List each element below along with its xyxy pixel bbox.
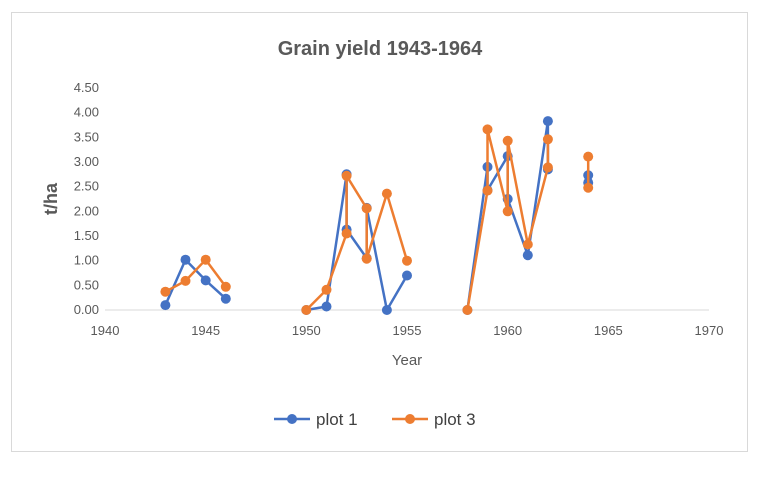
data-point [180,275,191,286]
data-point [502,206,513,217]
data-point [321,301,332,312]
y-tick-label: 2.50 [74,179,99,194]
data-point [462,305,473,315]
legend-marker [287,414,297,424]
data-point [160,286,171,297]
x-tick-label: 1940 [91,323,120,338]
data-point [482,185,493,196]
x-tick-label: 1945 [191,323,220,338]
data-point [321,284,332,295]
data-point [583,182,594,193]
series-line [164,258,227,293]
y-tick-label: 3.50 [74,129,99,144]
data-point [522,250,533,261]
y-tick-label: 3.00 [74,154,99,169]
data-point [402,255,412,266]
data-point [522,239,533,250]
chart-title: Grain yield 1943-1964 [278,38,483,60]
legend-label: plot 3 [434,410,476,429]
data-point [542,116,553,127]
data-point [402,270,412,281]
data-point [361,253,372,264]
data-point [482,124,493,135]
series-line [164,258,227,306]
chart-svg: Grain yield 1943-1964 0.00 0.50 1.00 1.50 2.… [41,38,724,429]
y-tick-label: 0.00 [74,302,99,317]
y-tick-label: 4.00 [74,105,99,120]
series-line [466,128,550,311]
data-point [583,151,594,162]
y-axis-title: t/ha [41,182,61,215]
data-point [542,134,553,145]
x-tick-label: 1950 [292,323,321,338]
data-point [160,300,171,311]
y-tick-label: 1.00 [74,253,99,268]
data-point [301,305,312,315]
data-point [542,162,553,173]
x-tick-label: 1955 [393,323,422,338]
x-tick-label: 1970 [695,323,724,338]
x-tick-label: 1960 [493,323,522,338]
data-point [200,254,211,265]
data-point [200,275,211,286]
y-tick-label: 0.50 [74,277,99,292]
data-point [220,281,231,292]
legend-marker [405,414,415,424]
data-point [180,254,191,265]
data-point [502,135,513,146]
series-line [306,173,409,312]
x-tick-label: 1965 [594,323,623,338]
chart-area: Grain yield 1943-1964 0.00 0.50 1.00 1.50 2.… [11,12,748,452]
data-point [341,228,352,239]
y-tick-label: 2.00 [74,203,99,218]
x-axis-title: Year [392,352,422,369]
data-point [381,188,392,199]
y-tick-label: 1.50 [74,228,99,243]
series-2 [160,124,594,315]
series-line [305,174,409,311]
data-point [381,305,392,315]
data-point [220,293,231,304]
legend-label: plot 1 [316,410,358,429]
y-tick-label: 4.50 [74,80,99,95]
data-point [361,203,372,214]
data-point [341,170,352,181]
